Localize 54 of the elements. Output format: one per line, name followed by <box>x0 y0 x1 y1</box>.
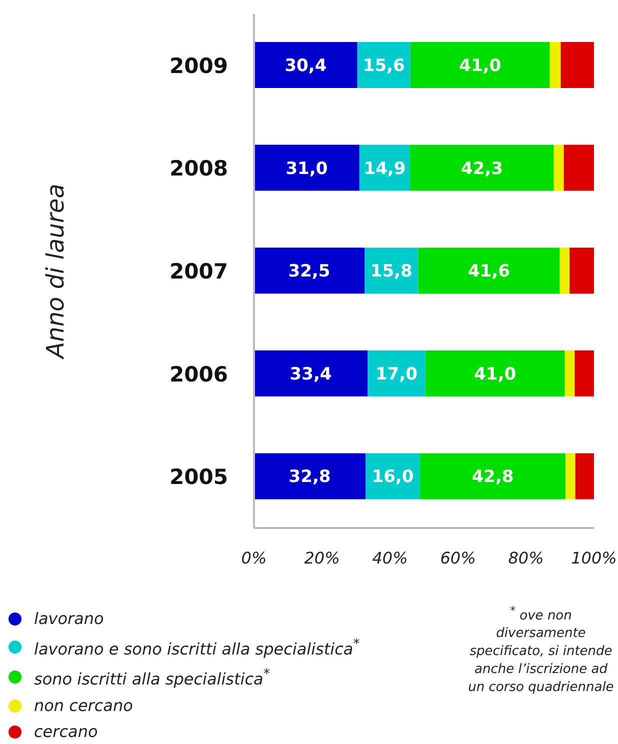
data-label: 41,6 <box>468 262 510 282</box>
y-tick-label: 2005 <box>170 465 228 490</box>
data-label: 33,4 <box>290 364 332 384</box>
bar <box>254 453 366 500</box>
legend-label: sono iscritti alla specialistica$^{*}$ <box>34 666 270 691</box>
data-label: 30,4 <box>284 56 327 76</box>
bar <box>564 144 594 191</box>
bar <box>574 350 594 396</box>
x-tick-label: 0% <box>241 548 267 568</box>
y-tick-label: 2006 <box>170 362 228 386</box>
bar <box>564 350 575 396</box>
bar <box>560 42 594 88</box>
bar <box>575 453 594 500</box>
bar <box>570 248 594 294</box>
data-label: 31,0 <box>286 158 328 179</box>
x-tick-label: 20% <box>304 548 340 568</box>
data-label: 14,9 <box>364 158 406 179</box>
y-tick-label: 2009 <box>170 54 228 78</box>
data-label: 16,0 <box>372 467 414 488</box>
bar <box>254 248 364 294</box>
bar <box>550 42 561 88</box>
bar <box>254 350 368 396</box>
legend-label: lavorano e sono iscritti alla specialistica$^{*}$ <box>34 636 360 660</box>
y-tick-label: 2007 <box>170 259 228 284</box>
y-axis-title: Anno di laurea <box>42 184 70 360</box>
bar <box>254 42 358 88</box>
data-label: 17,0 <box>375 364 418 384</box>
data-label: 32,8 <box>288 467 331 488</box>
legend-label: non cercano <box>34 694 133 717</box>
bar <box>410 144 554 191</box>
data-label: 42,3 <box>460 158 503 179</box>
y-tick-label: 2008 <box>170 156 228 181</box>
bar <box>410 42 550 88</box>
data-label: 15,6 <box>362 56 405 76</box>
legend-label: lavorano <box>34 608 104 630</box>
data-label: 15,8 <box>370 262 412 282</box>
x-tick-label: 80% <box>508 548 544 568</box>
bar <box>425 350 565 396</box>
bar <box>368 350 426 396</box>
bar <box>554 144 564 191</box>
x-tick-label: 60% <box>440 548 476 568</box>
bar <box>565 453 576 500</box>
data-label: 32,5 <box>288 262 330 282</box>
bar <box>254 144 360 191</box>
data-label: 41,0 <box>459 56 502 76</box>
x-tick-label: 100% <box>571 548 617 568</box>
data-label: 42,8 <box>472 467 514 488</box>
x-tick-label: 40% <box>372 548 408 568</box>
text: $^{*}$ ove non diversamente specificato, si intende anche l’iscrizione ad un corso quadriennale <box>467 603 615 698</box>
bar <box>560 248 570 294</box>
bar <box>420 453 566 500</box>
legend-label: cercano <box>34 720 98 743</box>
bar <box>418 248 560 294</box>
data-label: 41,0 <box>474 364 516 384</box>
